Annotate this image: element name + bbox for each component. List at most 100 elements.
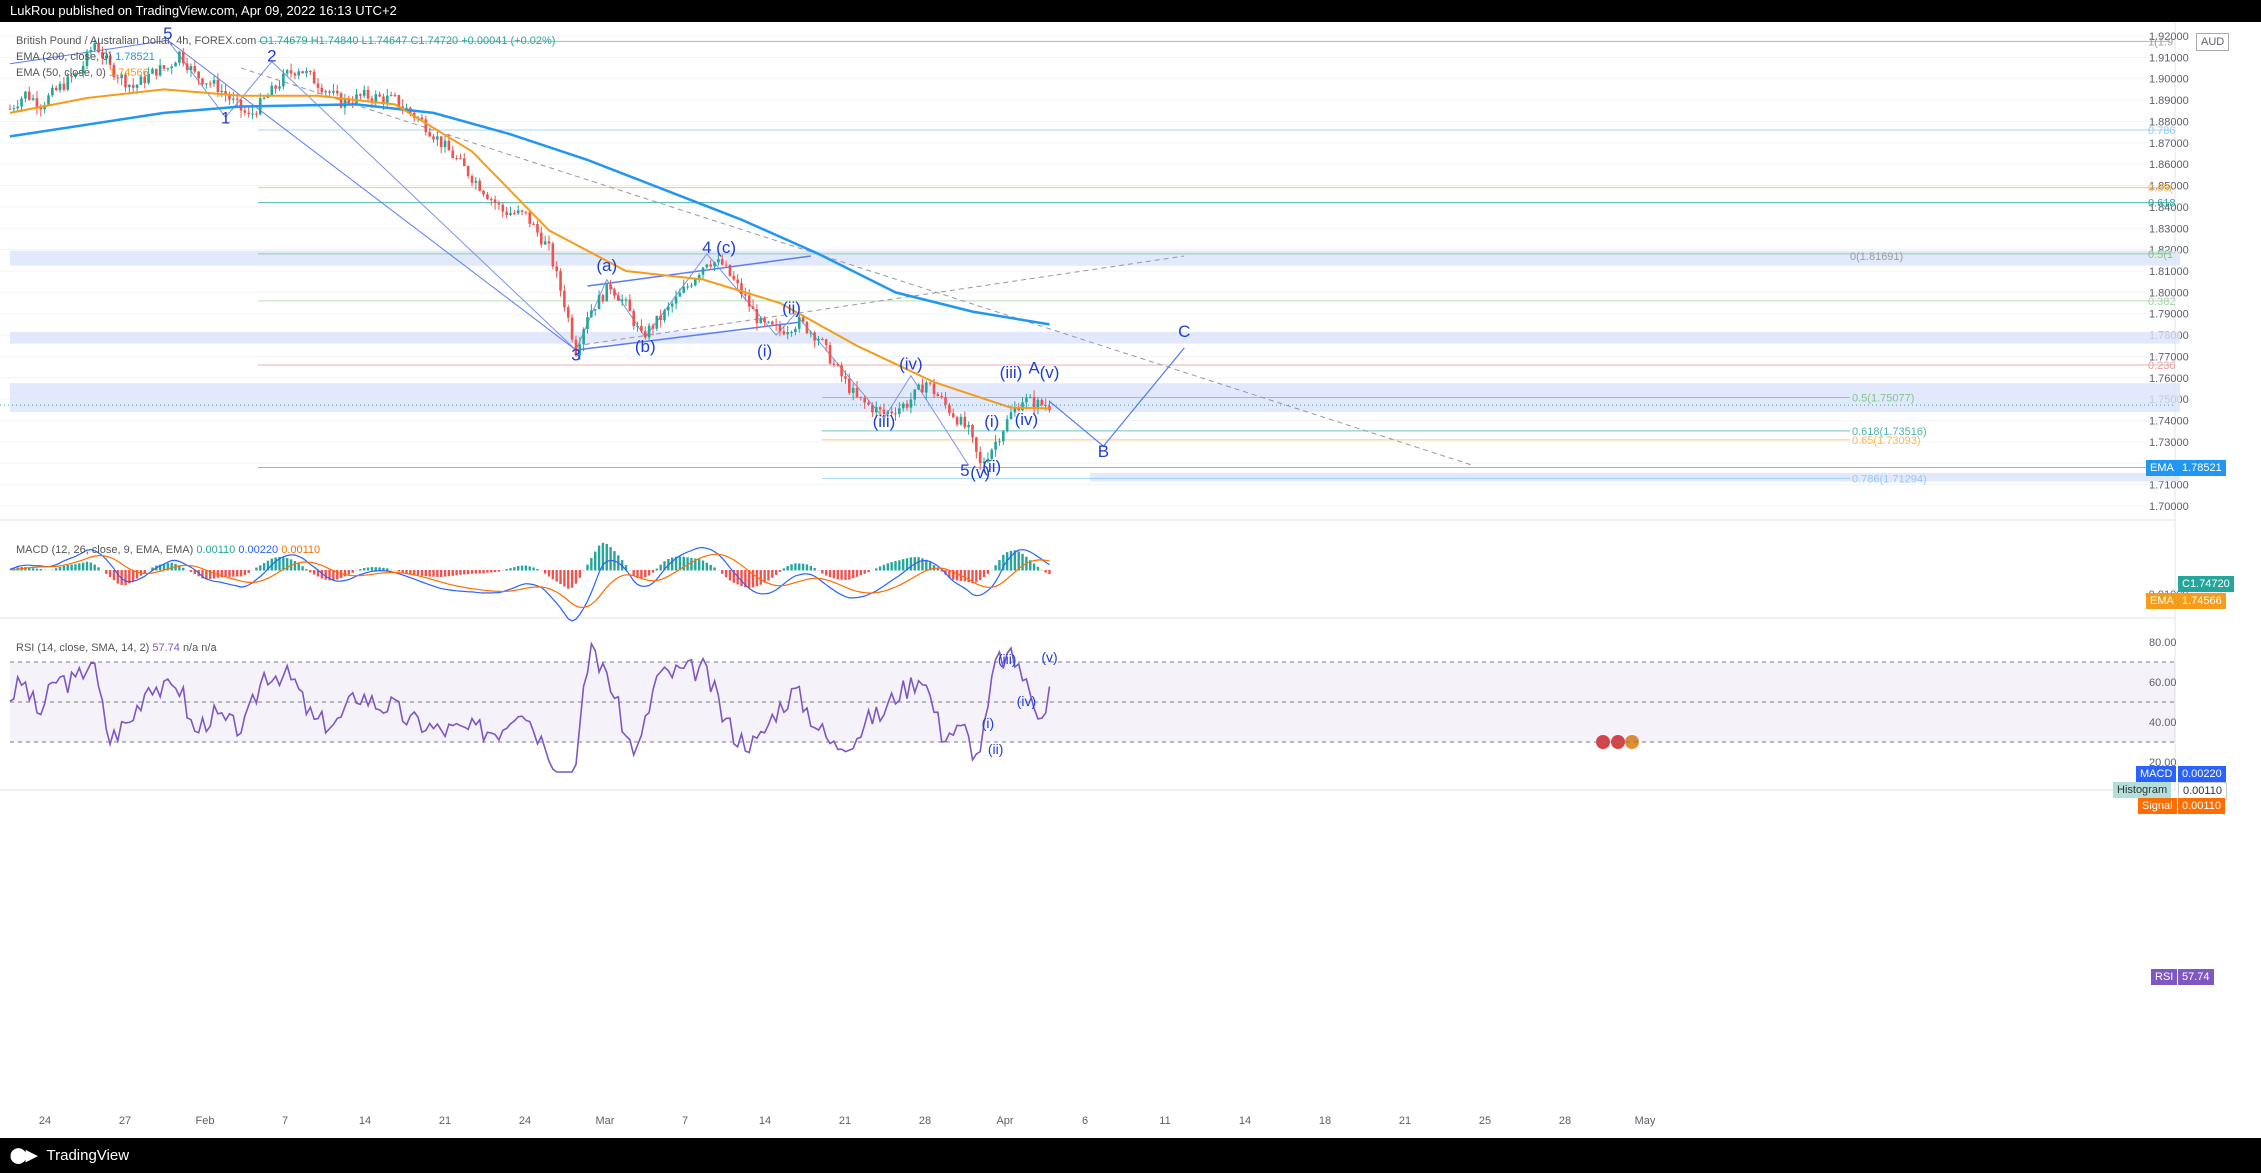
candle-body bbox=[605, 284, 609, 302]
macd-histogram-bar bbox=[894, 561, 897, 571]
price-tick-label: 1.80000 bbox=[2149, 287, 2189, 299]
macd-histogram-bar bbox=[293, 561, 297, 571]
ema50-axis-value: 1.74566 bbox=[2178, 593, 2226, 609]
candle-body bbox=[586, 317, 589, 330]
macd-histogram-bar bbox=[355, 570, 358, 571]
candle-body bbox=[20, 98, 23, 107]
macd-histogram-bar bbox=[482, 570, 485, 574]
candle-body bbox=[205, 83, 208, 85]
macd-histogram-bar bbox=[536, 568, 539, 571]
ema50-axis-label: EMA bbox=[2146, 593, 2178, 609]
macd-histogram-bar bbox=[786, 565, 789, 571]
price-tick-label: 1.87000 bbox=[2149, 138, 2189, 150]
candle-body bbox=[670, 303, 674, 307]
candle-body bbox=[212, 79, 216, 84]
change-value: +0.00041 (+0.02%) bbox=[461, 35, 556, 47]
macd-histogram-bar bbox=[343, 570, 347, 577]
macd-histogram-bar bbox=[397, 570, 401, 572]
macd-histogram-bar bbox=[759, 570, 762, 585]
macd-histogram-bar bbox=[543, 570, 547, 574]
price-chart-svg[interactable]: 1.92000 1.91000 1.90000 1.89000 1.88000 1.870… bbox=[0, 22, 2261, 1138]
candle-body bbox=[54, 87, 58, 91]
candle-body bbox=[1002, 431, 1005, 442]
macd-histogram-bar bbox=[751, 570, 755, 588]
macd-histogram-bar bbox=[871, 569, 874, 571]
candle-body bbox=[590, 310, 593, 318]
candle-body bbox=[566, 307, 570, 318]
macd-histogram-bar bbox=[216, 570, 220, 578]
macd-histogram-bar bbox=[35, 568, 39, 571]
candle-body bbox=[389, 94, 393, 96]
candle-body bbox=[555, 266, 558, 272]
candle-body bbox=[370, 98, 374, 102]
macd-histogram-bar bbox=[178, 565, 181, 571]
macd-legend[interactable]: MACD (12, 26, close, 9, EMA, EMA) 0.0011… bbox=[16, 544, 320, 556]
price-tick-label: 1.76000 bbox=[2149, 373, 2189, 385]
macd-histogram-bar bbox=[832, 570, 836, 579]
candle-body bbox=[898, 408, 901, 414]
candle-body bbox=[359, 94, 362, 96]
macd-histogram-bar bbox=[697, 559, 701, 571]
candle-body bbox=[971, 424, 974, 438]
candle-body bbox=[998, 441, 1001, 443]
candle-body bbox=[878, 407, 882, 410]
time-tick-label: Apr bbox=[996, 1115, 1013, 1127]
candle-body bbox=[505, 211, 508, 216]
candle-body bbox=[366, 89, 370, 99]
macd-histogram-bar bbox=[416, 570, 420, 576]
candle-body bbox=[151, 68, 154, 74]
candle-body bbox=[401, 106, 404, 109]
low-value: L1.74647 bbox=[361, 35, 408, 47]
candle-body bbox=[474, 180, 478, 183]
candle-body bbox=[682, 286, 686, 293]
macd-histogram-bar bbox=[166, 563, 170, 571]
macd-histogram-bar bbox=[744, 570, 747, 588]
candle-body bbox=[1044, 405, 1047, 407]
macd-histogram-bar bbox=[632, 570, 635, 576]
ema200-legend[interactable]: EMA (200, close, 0) 1.78521 bbox=[16, 51, 155, 63]
macd-histogram-bar bbox=[378, 567, 381, 571]
candle-body bbox=[459, 158, 462, 160]
time-tick-label: 6 bbox=[1082, 1115, 1088, 1127]
candle-body bbox=[732, 275, 736, 280]
ema50-legend[interactable]: EMA (50, close, 0) 1.74566 bbox=[16, 67, 149, 79]
trendline bbox=[575, 255, 1185, 347]
candle-body bbox=[540, 232, 543, 245]
macd-histogram-bar bbox=[24, 567, 27, 571]
chart-frame[interactable]: 1.92000 1.91000 1.90000 1.89000 1.88000 1.870… bbox=[0, 22, 2261, 1138]
candle-body bbox=[513, 213, 516, 215]
candles-group bbox=[8, 37, 1051, 470]
macd-histogram-bar bbox=[189, 570, 193, 573]
candle-body bbox=[463, 158, 466, 167]
candle-body bbox=[278, 86, 281, 89]
macd-histogram-bar bbox=[470, 570, 474, 574]
macd-histogram-bar bbox=[232, 570, 235, 577]
candle-body bbox=[640, 325, 643, 332]
macd-label: MACD (12, 26, close, 9, EMA, EMA) bbox=[16, 544, 194, 556]
macd-histogram-bar bbox=[347, 570, 350, 575]
macd-histogram-bar bbox=[212, 570, 216, 579]
candle-body bbox=[767, 321, 770, 323]
macd-histogram-bar bbox=[374, 567, 377, 571]
macd-histogram-bar bbox=[825, 570, 828, 576]
candle-body bbox=[74, 73, 77, 77]
macd-histogram-bar bbox=[286, 558, 289, 571]
macd-histogram-bar bbox=[798, 563, 801, 571]
candle-body bbox=[208, 83, 212, 85]
macd-histogram-bar bbox=[982, 570, 986, 578]
macd-histogram-bar bbox=[81, 562, 85, 571]
macd-histogram-bar bbox=[882, 564, 886, 571]
candle-body bbox=[613, 289, 616, 296]
candle-body bbox=[543, 241, 547, 245]
time-tick-label: 21 bbox=[839, 1115, 851, 1127]
candle-body bbox=[174, 62, 177, 67]
candle-body bbox=[932, 383, 936, 395]
time-tick-label: 7 bbox=[682, 1115, 688, 1127]
rsi-legend[interactable]: RSI (14, close, SMA, 14, 2) 57.74 n/a n/… bbox=[16, 642, 217, 654]
macd-histogram-bar bbox=[70, 564, 73, 571]
candle-body bbox=[874, 407, 878, 413]
macd-histogram-bar bbox=[132, 570, 135, 582]
publish-header: LukRou published on TradingView.com, Apr… bbox=[0, 0, 2261, 22]
candle-body bbox=[451, 150, 455, 159]
candle-body bbox=[116, 77, 120, 79]
